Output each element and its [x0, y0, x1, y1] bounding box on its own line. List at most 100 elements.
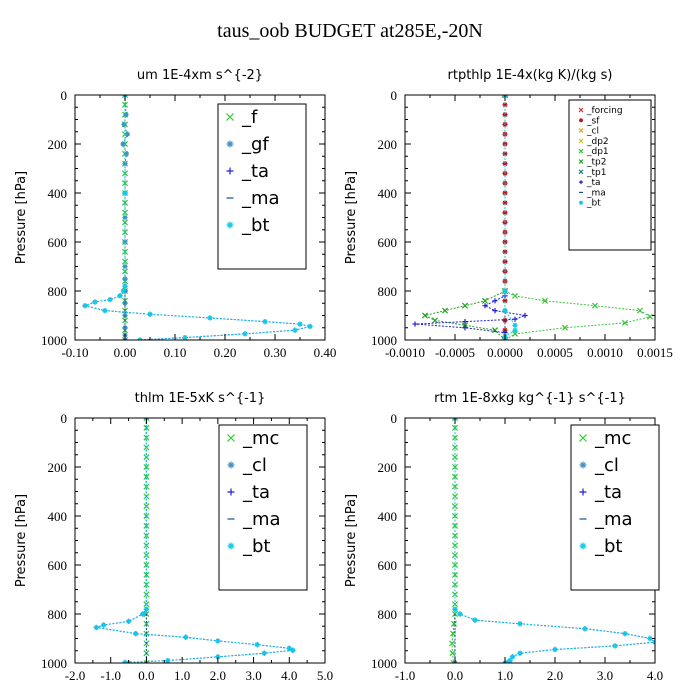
- legend-label: _cl: [594, 455, 619, 476]
- legend-label: _bt: [242, 536, 270, 557]
- legend-marker: [226, 140, 234, 148]
- x-tick-label: 2.0: [210, 668, 226, 683]
- data-point: [502, 259, 508, 265]
- x-tick-label: -1.0: [100, 668, 121, 683]
- x-tick-label: 0.0000: [487, 345, 523, 360]
- y-tick-label: 600: [378, 558, 398, 573]
- data-point: [451, 424, 459, 431]
- data-point: [286, 645, 292, 651]
- data-point: [646, 313, 654, 320]
- data-point: [307, 323, 313, 330]
- data-point: [261, 650, 267, 656]
- y-tick-label: 0: [391, 411, 398, 426]
- data-point: [121, 101, 129, 108]
- x-tick-label: -1.0: [395, 668, 416, 683]
- data-point: [421, 312, 429, 319]
- y-tick-label: 0: [61, 411, 68, 426]
- y-tick-label: 800: [48, 284, 68, 299]
- data-point: [481, 297, 489, 304]
- data-point: [107, 296, 113, 303]
- y-tick-label: 400: [48, 509, 68, 524]
- data-point: [512, 316, 518, 322]
- y-axis-label: Pressure [hPa]: [344, 494, 359, 587]
- legend-marker: [579, 461, 587, 469]
- series-line-9: [504, 95, 516, 340]
- y-tick-label: 1000: [371, 656, 397, 671]
- data-point: [143, 581, 150, 588]
- y-tick-label: 600: [48, 558, 68, 573]
- legend: _forcing_sf_cl_dp2_dp1_tp2_tp1_ta_ma_bt: [568, 99, 652, 251]
- data-point: [120, 141, 126, 147]
- panel-title: rtm 1E-8xkg kg^{-1} s^{-1}: [434, 391, 626, 406]
- legend-label: _ma: [594, 509, 633, 530]
- legend-label: _sf: [586, 116, 600, 126]
- data-point: [121, 121, 127, 127]
- x-tick-label: 1.0: [497, 668, 513, 683]
- panel-title: thlm 1E-5xK s^{-1}: [135, 391, 266, 406]
- y-tick-label: 0: [61, 88, 68, 103]
- data-point: [450, 620, 458, 627]
- data-point: [502, 151, 508, 157]
- legend-marker: [578, 107, 584, 113]
- plot-area: [93, 418, 296, 663]
- legend-label: _cl: [242, 455, 267, 476]
- data-point: [120, 288, 127, 294]
- x-tick-label: 0.00: [114, 345, 137, 360]
- chart-panel-2: rtpthlp 1E-4x(kg K)/(kg s) Pressure [hPa]…: [344, 68, 673, 360]
- legend-label: _ta: [242, 482, 270, 503]
- data-point: [622, 631, 628, 637]
- legend-label: _bt: [586, 199, 601, 209]
- legend-marker: [579, 542, 587, 550]
- data-point: [647, 635, 653, 642]
- legend-marker: [579, 434, 587, 442]
- y-tick-label: 200: [48, 460, 68, 475]
- data-point: [412, 321, 418, 327]
- y-tick-label: 0: [391, 88, 398, 103]
- data-point: [215, 638, 221, 644]
- y-tick-label: 600: [378, 235, 398, 250]
- data-point: [182, 334, 188, 340]
- legend-marker: [578, 159, 584, 164]
- data-point: [502, 210, 508, 216]
- legend: _mc _cl _ta _ma _bt: [570, 424, 660, 591]
- legend-box: [570, 424, 660, 591]
- data-point: [100, 622, 107, 628]
- legend-marker: [579, 488, 587, 496]
- legend-marker: [579, 200, 583, 205]
- data-point: [122, 161, 128, 167]
- data-point: [457, 611, 463, 617]
- legend-box: [568, 99, 652, 251]
- data-point: [143, 473, 150, 480]
- data-point: [92, 299, 98, 305]
- series-line-4: [83, 95, 311, 340]
- x-tick-label: 2.0: [547, 668, 563, 683]
- x-tick-label: 1.0: [174, 668, 190, 683]
- data-point: [561, 324, 569, 331]
- y-tick-label: 1000: [371, 333, 397, 348]
- legend-marker: [578, 128, 584, 134]
- legend-box: [218, 424, 308, 591]
- legend-label: _ma: [586, 188, 606, 198]
- data-point: [125, 618, 132, 624]
- x-tick-label: 0.0: [138, 668, 154, 683]
- data-point: [517, 650, 523, 656]
- legend-marker: [578, 148, 584, 154]
- data-point: [242, 331, 248, 337]
- legend-label: _ma: [242, 509, 281, 530]
- legend-marker: [226, 113, 234, 121]
- legend: _mc _cl _ta _ma _bt: [218, 424, 308, 591]
- data-point: [292, 327, 298, 333]
- x-tick-label: 4.0: [281, 668, 297, 683]
- data-point: [441, 307, 449, 314]
- legend: _f _gf _ta _ma _bt: [217, 103, 307, 270]
- x-tick-label: 0.10: [164, 345, 187, 360]
- legend-marker: [227, 461, 235, 469]
- legend-marker: [226, 221, 234, 229]
- legend-label: _bt: [594, 536, 622, 557]
- data-point: [451, 434, 459, 441]
- data-point: [431, 317, 439, 324]
- series-line-7: [414, 95, 527, 340]
- legend-label: _mc: [242, 428, 279, 449]
- y-tick-label: 400: [378, 509, 398, 524]
